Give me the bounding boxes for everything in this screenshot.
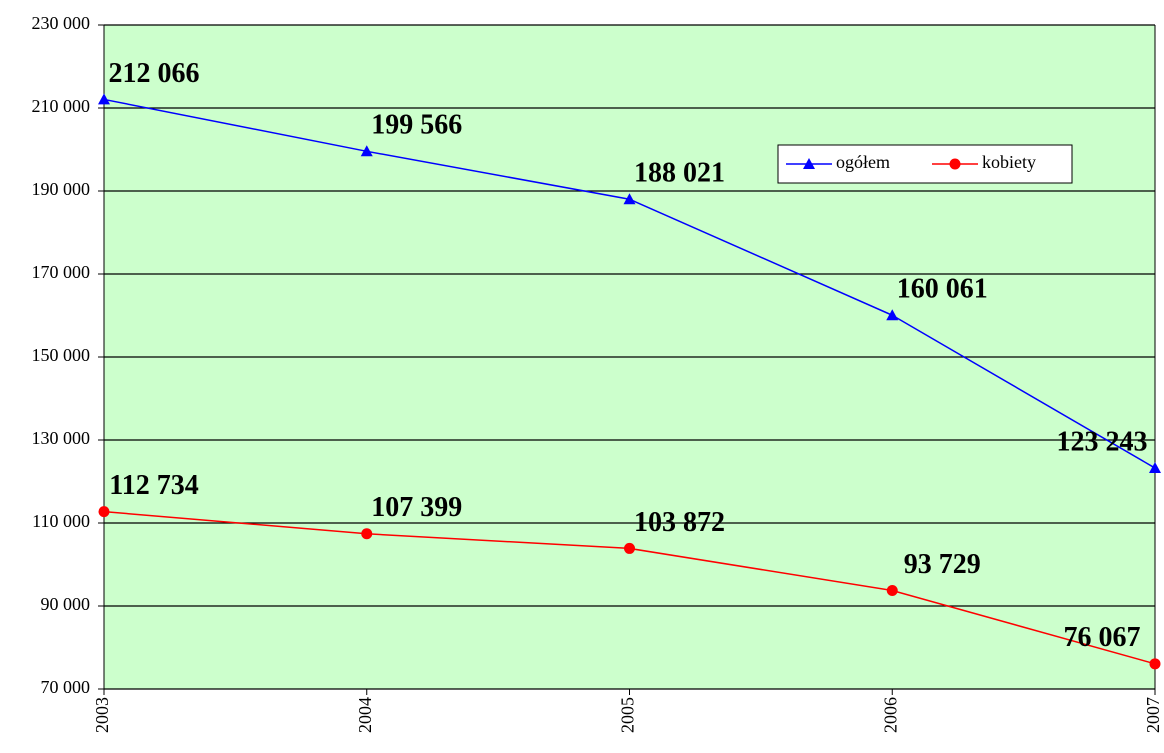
y-tick-label: 70 000 (41, 677, 91, 697)
y-tick-label: 210 000 (32, 96, 91, 116)
data-label: 123 243 (1057, 426, 1148, 457)
x-tick-label: 2003 (92, 697, 112, 733)
marker (360, 145, 373, 157)
marker (624, 542, 635, 554)
y-tick-label: 190 000 (32, 179, 91, 199)
y-tick-label: 150 000 (32, 345, 91, 365)
marker (949, 158, 961, 170)
marker (886, 309, 899, 321)
data-label: 199 566 (371, 110, 462, 141)
data-label: 212 066 (109, 58, 200, 89)
marker (361, 528, 373, 540)
data-label: 107 399 (371, 492, 462, 523)
marker (1149, 462, 1161, 474)
marker (98, 506, 110, 518)
x-tick-label: 2005 (618, 697, 638, 733)
data-label: 188 021 (634, 158, 725, 189)
y-tick-label: 130 000 (32, 428, 91, 448)
data-label: 76 067 (1064, 622, 1141, 653)
y-tick-label: 230 000 (32, 13, 91, 33)
legend: ogółem kobiety (777, 144, 1073, 184)
x-tick-label: 2007 (1143, 697, 1163, 733)
data-label: 103 872 (634, 507, 725, 538)
y-tick-label: 90 000 (41, 594, 91, 614)
data-label: 112 734 (109, 470, 198, 501)
marker (886, 585, 898, 597)
data-label: 93 729 (904, 549, 981, 580)
y-tick-label: 170 000 (32, 262, 91, 282)
marker (803, 158, 815, 169)
marker (1149, 658, 1161, 670)
legend-label: ogółem (836, 152, 890, 172)
data-label: 160 061 (897, 274, 988, 305)
legend-label: kobiety (982, 152, 1036, 172)
marker (623, 193, 636, 205)
x-tick-label: 2006 (880, 697, 900, 733)
marker (98, 93, 110, 105)
y-tick-label: 110 000 (32, 511, 90, 531)
x-tick-label: 2004 (355, 697, 375, 733)
